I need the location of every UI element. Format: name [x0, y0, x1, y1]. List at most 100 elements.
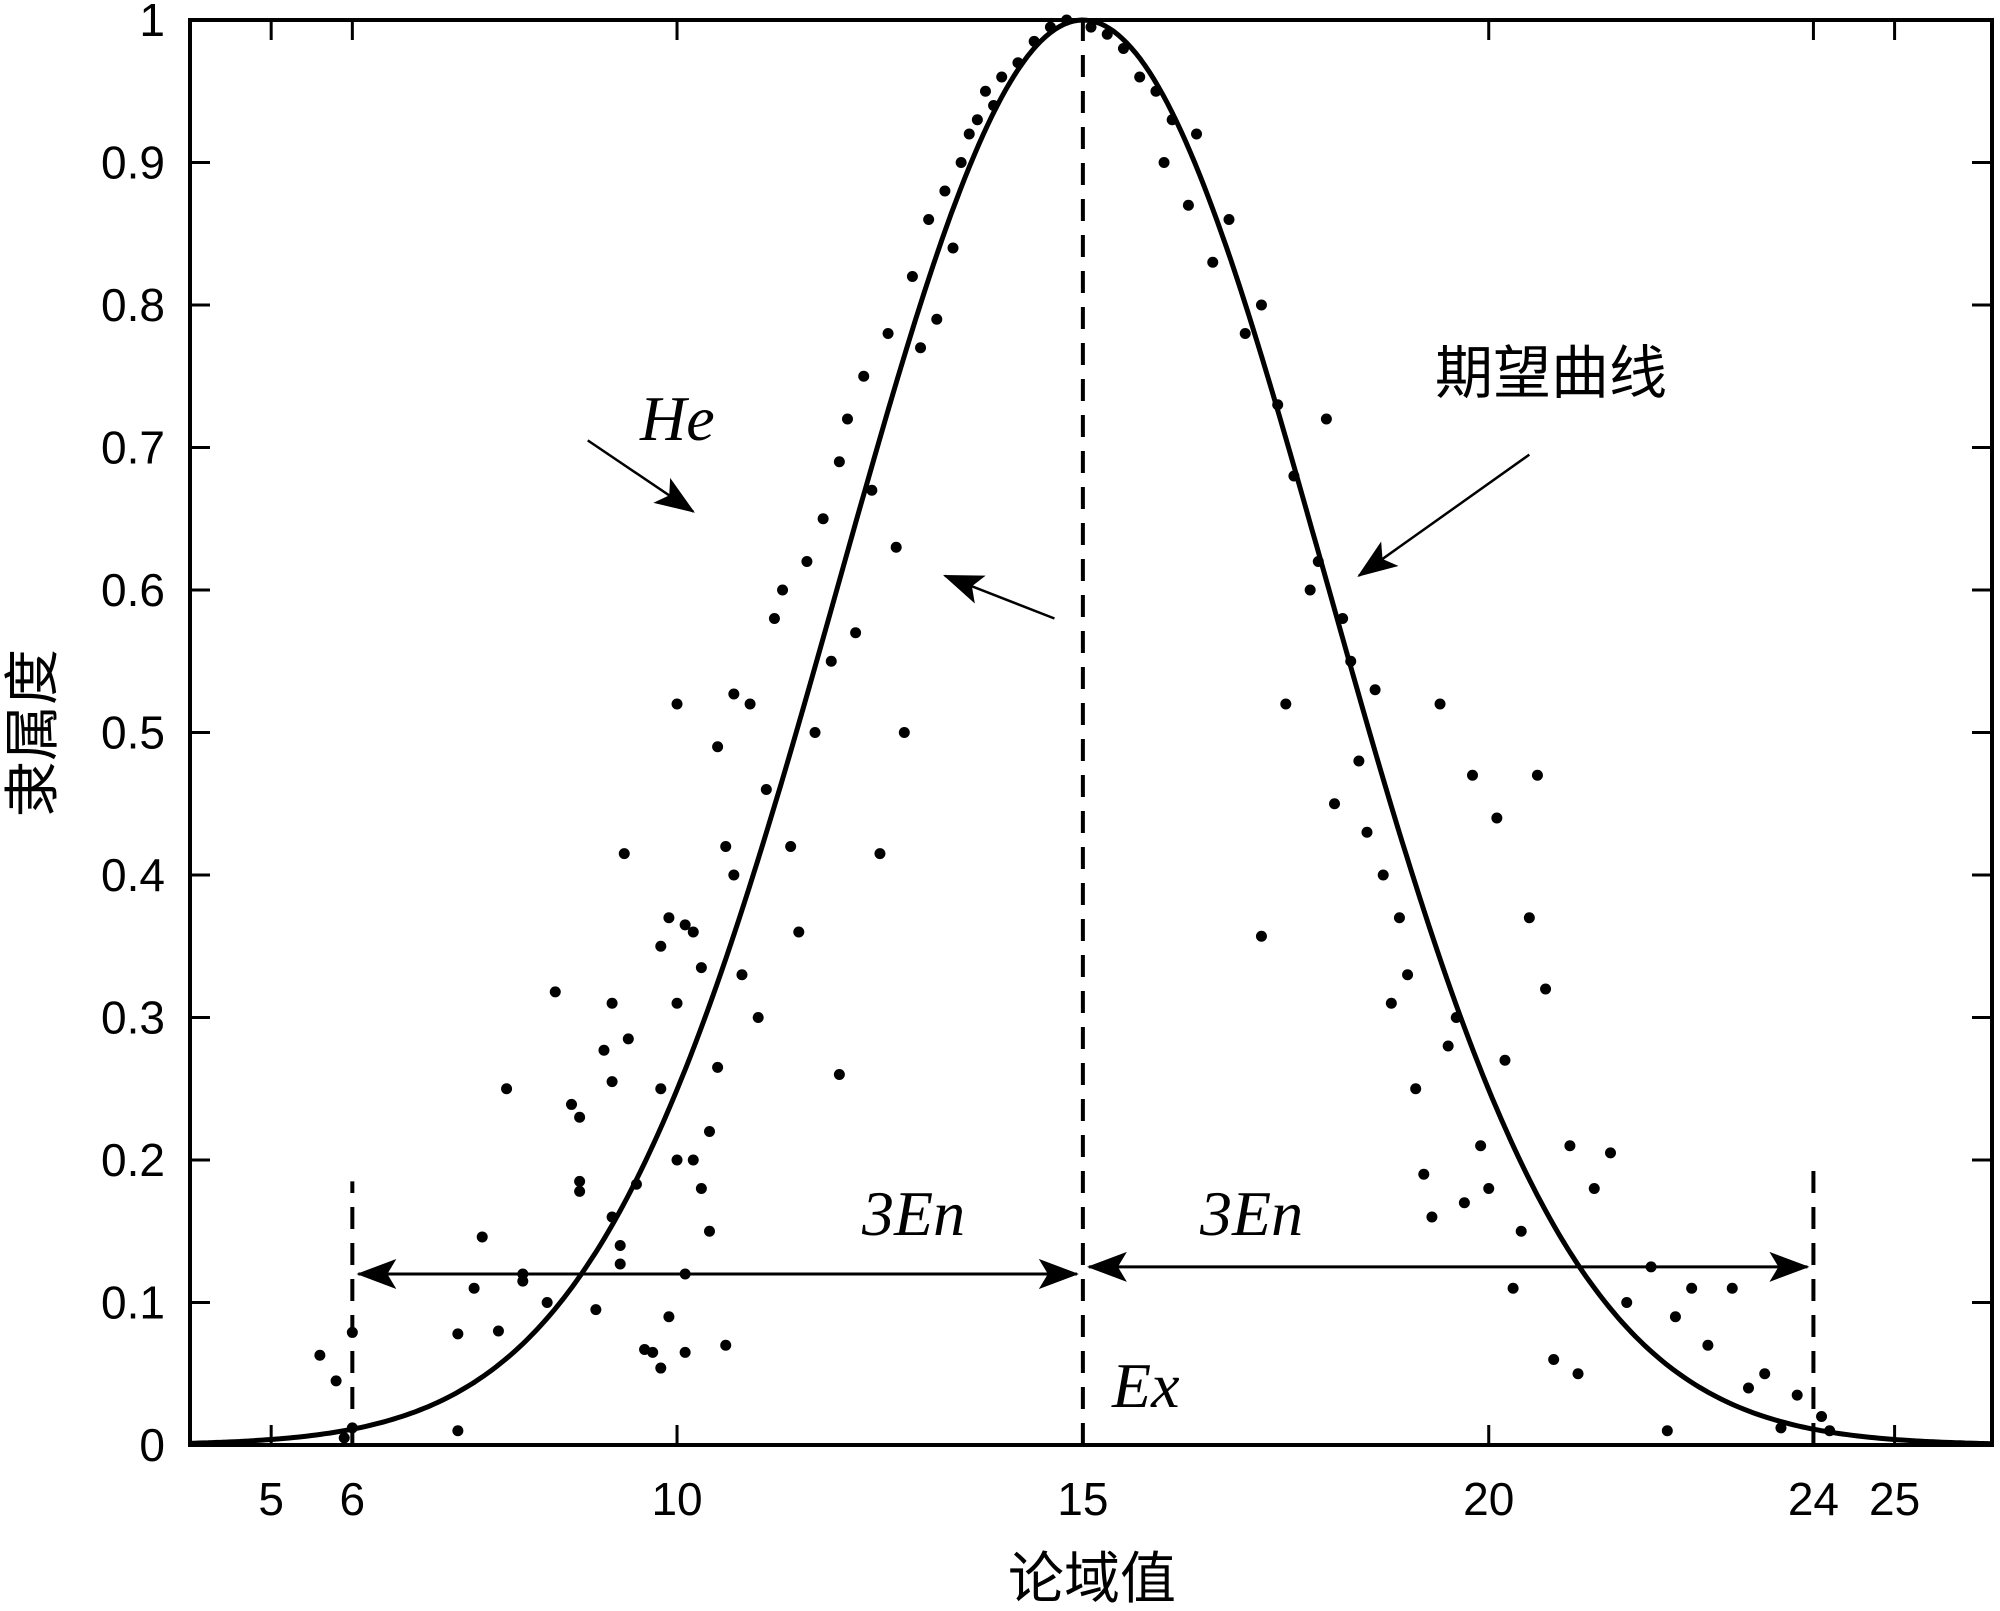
cloud-drop — [752, 1012, 764, 1023]
cloud-drop — [1117, 43, 1129, 54]
cloud-drop — [671, 698, 683, 710]
cloud-drop — [452, 1328, 464, 1340]
x-tick-label: 20 — [1463, 1473, 1514, 1525]
cloud-drop — [679, 919, 691, 931]
cloud-drop — [1361, 826, 1373, 838]
cloud-drop — [476, 1231, 488, 1243]
cloud-drop — [1531, 769, 1543, 781]
cloud-drop — [590, 1304, 602, 1316]
cloud-drop — [606, 1211, 618, 1223]
cloud-drop — [1604, 1147, 1616, 1159]
cloud-drop — [1402, 969, 1414, 981]
cloud-drop — [1337, 613, 1349, 624]
cloud-drop — [833, 456, 845, 468]
cloud-drop — [574, 1175, 586, 1187]
cloud-drop — [841, 413, 853, 425]
cloud-drop — [979, 85, 991, 97]
reference-lines — [350, 20, 1816, 1445]
cloud-drop — [501, 1083, 513, 1095]
x-tick-label: 10 — [651, 1473, 702, 1525]
cloud-drop — [1572, 1368, 1584, 1380]
y-tick-label: 0.4 — [101, 849, 165, 901]
cloud-drop — [703, 1126, 715, 1137]
cloud-drop — [1507, 1282, 1519, 1294]
cloud-drop — [1085, 21, 1097, 33]
cloud-drop — [931, 313, 943, 325]
cloud-drop — [468, 1282, 480, 1294]
cloud-drop — [679, 1346, 691, 1358]
cloud-drop — [963, 128, 975, 140]
cloud-drop — [492, 1325, 504, 1337]
cloud-drop — [1329, 798, 1341, 810]
cloud-drop — [736, 969, 748, 981]
cloud-drop — [1385, 997, 1397, 1009]
cloud-drop — [988, 100, 1000, 111]
cloud-drop — [1312, 556, 1324, 567]
cloud-drop — [1158, 157, 1170, 168]
cloud-drop — [955, 157, 967, 168]
annotation-3en-right: 3En — [1199, 1178, 1303, 1249]
cloud-drop — [906, 271, 918, 282]
cloud-drop — [1028, 35, 1040, 47]
cloud-drop — [338, 1432, 350, 1444]
cloud-drop — [1345, 655, 1357, 667]
cloud-drop — [655, 940, 667, 952]
cloud-drop — [346, 1326, 358, 1338]
cloud-drop — [1483, 1183, 1495, 1194]
cloud-drop — [971, 114, 983, 126]
cloud-drop — [728, 869, 740, 881]
cloud-drop — [574, 1111, 586, 1123]
y-tick-label: 0 — [139, 1419, 165, 1471]
cloud-drop — [549, 986, 561, 998]
cloud-drop — [1491, 812, 1503, 824]
cloud-drop — [1288, 470, 1300, 482]
cloud-drop — [614, 1258, 626, 1270]
cloud-drop — [720, 1339, 732, 1351]
cloud-drop — [1467, 769, 1479, 781]
cloud-drop — [346, 1422, 358, 1434]
y-tick-label: 0.2 — [101, 1134, 165, 1186]
cloud-drop — [760, 784, 772, 795]
cloud-drop — [801, 556, 813, 567]
x-axis-title: 论域值 — [1008, 1547, 1176, 1611]
cloud-drop — [712, 741, 724, 753]
cloud-drop — [1791, 1389, 1803, 1401]
cloud-drop — [647, 1346, 659, 1358]
cloud-drop — [1499, 1054, 1511, 1066]
cloud-drop — [1742, 1382, 1754, 1394]
cloud-drop — [1012, 57, 1024, 69]
cloud-drop — [1726, 1282, 1738, 1294]
annotation-he: He — [639, 383, 715, 454]
y-tick-label: 0.9 — [101, 137, 165, 189]
cloud-drop — [1255, 299, 1267, 311]
x-tick-label: 24 — [1788, 1473, 1839, 1525]
cloud-drop — [1280, 698, 1292, 710]
cloud-drop — [996, 71, 1008, 83]
cloud-drop — [1150, 85, 1162, 97]
x-tick-label: 15 — [1057, 1473, 1108, 1525]
cloud-drop — [598, 1044, 610, 1056]
cloud-drop — [785, 841, 797, 852]
cloud-drop — [1540, 983, 1552, 995]
cloud-drop — [663, 1311, 675, 1323]
cloud-drop — [1661, 1425, 1673, 1437]
cloud-drop — [817, 513, 829, 525]
cloud-drop — [768, 613, 780, 624]
x-tick-labels: 5 6 10 15 20 24 25 — [258, 1473, 1920, 1525]
cloud-drop — [858, 370, 870, 382]
cloud-drop — [1564, 1140, 1576, 1152]
cloud-drop — [622, 1033, 634, 1045]
cloud-drop — [1191, 128, 1203, 140]
cloud-drop — [606, 1076, 618, 1088]
cloud-drop — [1255, 930, 1267, 942]
cloud-drop — [695, 962, 707, 974]
y-tick-label: 0.6 — [101, 564, 165, 616]
cloud-drop — [671, 997, 683, 1009]
cloud-drop — [1475, 1140, 1487, 1152]
cloud-drop — [947, 242, 959, 254]
cloud-drop — [1166, 114, 1178, 126]
cloud-drop — [1410, 1083, 1422, 1095]
cloud-drop — [1207, 256, 1219, 268]
cloud-drop — [1272, 399, 1284, 411]
